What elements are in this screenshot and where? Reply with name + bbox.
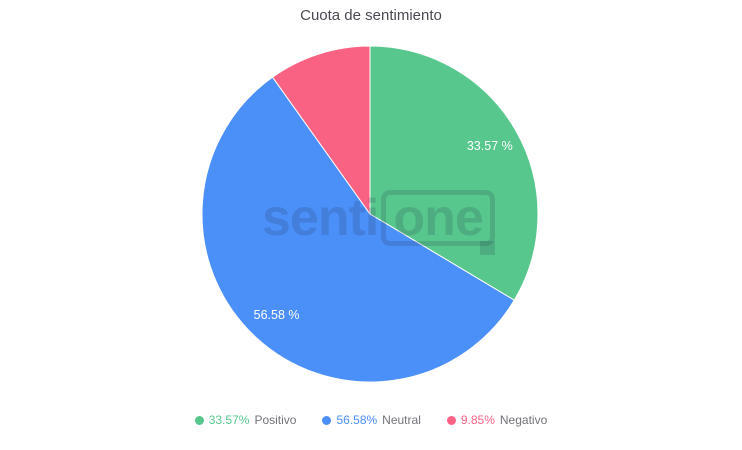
legend-item-neutral[interactable]: 56.58% Neutral <box>322 413 421 427</box>
legend: 33.57% Positivo 56.58% Neutral 9.85% Neg… <box>0 413 742 427</box>
pie-chart: 33.57 % 56.58 % <box>201 45 539 383</box>
legend-pct-neutral: 56.58% <box>336 413 378 427</box>
legend-item-positivo[interactable]: 33.57% Positivo <box>194 413 297 427</box>
legend-name-neutral: Neutral <box>382 413 421 427</box>
pie-slice-neutral[interactable] <box>201 76 515 383</box>
pie-slice-positivo[interactable] <box>369 45 539 301</box>
legend-name-negativo: Negativo <box>499 413 548 427</box>
slice-label-neutral: 56.58 % <box>254 308 300 322</box>
legend-name-positivo: Positivo <box>254 413 297 427</box>
legend-item-negativo[interactable]: 9.85% Negativo <box>446 413 548 427</box>
legend-dot-negativo-icon <box>446 415 456 425</box>
legend-dot-neutral-icon <box>322 415 332 425</box>
chart-title: Cuota de sentimiento <box>300 7 442 24</box>
legend-dot-positivo-icon <box>194 415 204 425</box>
legend-pct-positivo: 33.57% <box>208 413 250 427</box>
slice-label-positivo: 33.57 % <box>467 139 513 153</box>
legend-pct-negativo: 9.85% <box>460 413 495 427</box>
pie-slice-negativo[interactable] <box>271 45 371 216</box>
